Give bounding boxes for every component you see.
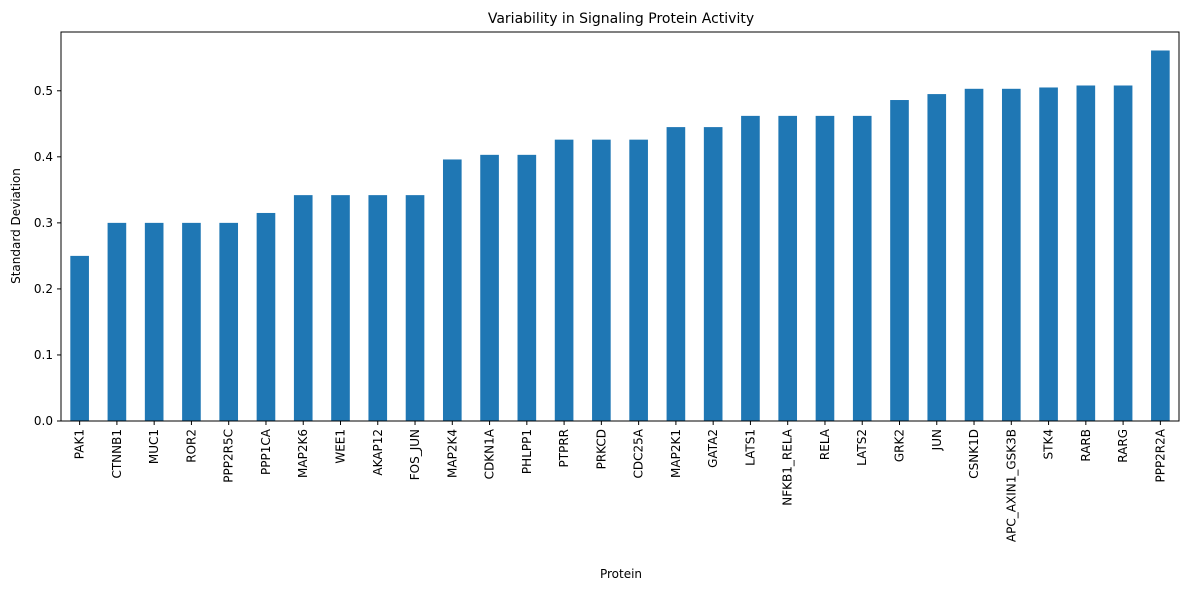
x-tick-label: PAK1 bbox=[73, 429, 87, 459]
bar-ppp2r2a bbox=[1151, 50, 1170, 421]
x-tick-label: NFKB1_RELA bbox=[781, 428, 795, 505]
bar-wee1 bbox=[331, 195, 350, 421]
x-tick-label: CDC25A bbox=[632, 428, 646, 478]
x-tick-label: PTPRR bbox=[557, 429, 571, 467]
x-axis: PAK1 CTNNB1 MUC1 ROR2 PPP2R5C PPP1CA MAP2K6 WEE… bbox=[73, 421, 1167, 542]
x-tick-label: LATS1 bbox=[743, 429, 757, 466]
bar-csnk1d bbox=[964, 88, 984, 421]
plot-frame bbox=[60, 31, 1180, 422]
bar-prkcd bbox=[592, 139, 611, 421]
bar-muc1 bbox=[144, 222, 164, 421]
bar-jun bbox=[927, 94, 947, 422]
bar-fos-jun bbox=[405, 195, 425, 421]
bar-pak1 bbox=[70, 255, 89, 421]
bar-grk2 bbox=[890, 100, 909, 422]
x-tick-label: PPP1CA bbox=[259, 428, 273, 475]
x-tick-label: MAP2K4 bbox=[445, 429, 459, 478]
x-tick-label: PPP2R2A bbox=[1153, 428, 1167, 482]
bar-ror2 bbox=[182, 222, 201, 421]
x-tick-label: ROR2 bbox=[184, 429, 198, 463]
y-tick-label: 0.2 bbox=[34, 282, 53, 296]
bar-lats2 bbox=[852, 115, 872, 421]
bar-gata2 bbox=[703, 127, 723, 421]
bar-akap12 bbox=[368, 195, 388, 421]
bar-ppp1ca bbox=[256, 212, 276, 421]
x-tick-label: FOS_JUN bbox=[408, 429, 422, 480]
x-tick-label: AKAP12 bbox=[371, 429, 385, 476]
bar-cdkn1a bbox=[480, 154, 499, 421]
x-tick-label: MAP2K6 bbox=[296, 429, 310, 478]
x-tick-label: PPP2R5C bbox=[222, 429, 236, 483]
bar-map2k6 bbox=[293, 195, 313, 421]
x-axis-title: Protein bbox=[600, 567, 642, 581]
x-tick-label: RARB bbox=[1079, 429, 1093, 462]
bar-lats1 bbox=[741, 115, 760, 421]
bar-ctnnb1 bbox=[107, 222, 127, 421]
x-tick-label: CDKN1A bbox=[483, 428, 497, 479]
x-tick-label: APC_AXIN1_GSK3B bbox=[1004, 429, 1018, 542]
y-tick-label: 0.1 bbox=[34, 348, 53, 362]
x-tick-label: JUN bbox=[930, 429, 944, 451]
bar-rarb bbox=[1076, 85, 1096, 421]
y-tick-label: 0.4 bbox=[34, 150, 53, 164]
bar-map2k1 bbox=[666, 127, 686, 421]
x-tick-label: MAP2K1 bbox=[669, 429, 683, 478]
x-tick-label: CSNK1D bbox=[967, 429, 981, 479]
bar-rarg bbox=[1113, 85, 1133, 421]
chart-title: Variability in Signaling Protein Activit… bbox=[488, 11, 754, 27]
bar-ppp2r5c bbox=[219, 222, 239, 421]
bar-ptprr bbox=[554, 139, 574, 421]
x-tick-label: STK4 bbox=[1042, 429, 1056, 459]
x-tick-label: GRK2 bbox=[893, 429, 907, 462]
bars-group bbox=[70, 50, 1170, 422]
y-tick-label: 0.5 bbox=[34, 84, 53, 98]
bar-rela bbox=[815, 115, 835, 421]
bar-cdc25a bbox=[629, 139, 648, 421]
x-tick-label: MUC1 bbox=[147, 429, 161, 464]
bar-apc-axin1-gsk3b bbox=[1001, 88, 1021, 421]
y-axis: 0.0 0.1 0.2 0.3 0.4 0.5 bbox=[34, 84, 61, 428]
bar-phlpp1 bbox=[517, 154, 537, 421]
x-tick-label: RELA bbox=[818, 428, 832, 460]
x-tick-label: CTNNB1 bbox=[110, 429, 124, 479]
x-tick-label: PHLPP1 bbox=[520, 429, 534, 474]
y-axis-title: Standard Deviation bbox=[9, 168, 23, 284]
x-tick-label: GATA2 bbox=[706, 429, 720, 468]
y-tick-label: 0.0 bbox=[34, 414, 53, 428]
bar-nfkb1-rela bbox=[778, 115, 798, 421]
y-tick-label: 0.3 bbox=[34, 216, 53, 230]
x-tick-label: PRKCD bbox=[594, 429, 608, 469]
x-tick-label: LATS2 bbox=[855, 429, 869, 466]
bar-stk4 bbox=[1039, 87, 1058, 421]
x-tick-label: RARG bbox=[1116, 429, 1130, 463]
x-tick-label: WEE1 bbox=[334, 429, 348, 464]
bar-map2k4 bbox=[442, 159, 462, 421]
